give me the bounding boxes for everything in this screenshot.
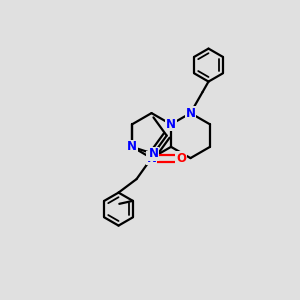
Text: N: N [148,147,158,160]
Text: N: N [146,152,157,165]
Text: N: N [185,106,196,120]
Text: N: N [166,118,176,131]
Text: N: N [127,140,137,153]
Text: O: O [176,152,186,165]
